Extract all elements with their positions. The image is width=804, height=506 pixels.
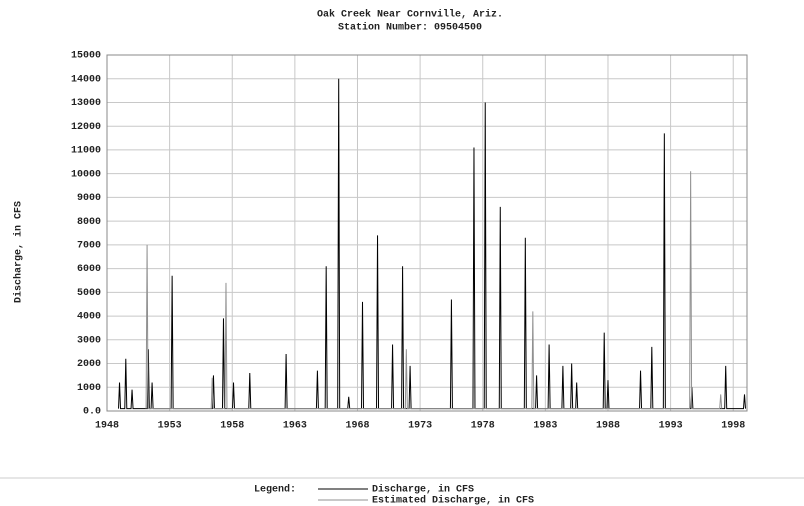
y-tick-label: 7000 (77, 241, 101, 252)
chart-title: Oak Creek Near Cornville, Ariz. (317, 9, 503, 21)
y-tick-label: 10000 (71, 169, 101, 180)
y-tick-label: 8000 (77, 217, 101, 228)
x-tick-label: 1963 (283, 421, 307, 432)
y-tick-label: 1000 (77, 383, 101, 394)
y-axis-label: Discharge, in CFS (13, 201, 25, 303)
x-tick-label: 1993 (659, 421, 683, 432)
x-tick-label: 1978 (471, 421, 495, 432)
data-line (118, 78, 746, 410)
y-tick-label: 11000 (71, 146, 101, 157)
data-line (145, 171, 723, 410)
x-tick-label: 1988 (596, 421, 620, 432)
x-tick-label: 1958 (220, 421, 244, 432)
y-tick-label: 3000 (77, 335, 101, 346)
y-tick-label: 15000 (71, 51, 101, 62)
y-tick-label: 5000 (77, 288, 101, 299)
y-tick-label: 14000 (71, 74, 101, 85)
y-tick-label: 13000 (71, 98, 101, 109)
x-tick-label: 1998 (721, 421, 745, 432)
chart-subtitle: Station Number: 09504500 (338, 22, 482, 34)
plot-frame (106, 54, 748, 412)
legend-label: Estimated Discharge, in CFS (372, 495, 534, 506)
legend-title: Legend: (254, 484, 296, 496)
y-tick-label: 0.0 (83, 407, 101, 418)
legend-label: Discharge, in CFS (372, 484, 474, 496)
x-tick-label: 1968 (345, 421, 369, 432)
x-tick-label: 1953 (158, 421, 182, 432)
y-tick-label: 6000 (77, 264, 101, 275)
y-tick-label: 9000 (77, 193, 101, 204)
y-tick-label: 2000 (77, 359, 101, 370)
x-tick-label: 1983 (533, 421, 557, 432)
y-tick-label: 4000 (77, 312, 101, 323)
x-tick-label: 1973 (408, 421, 432, 432)
x-tick-label: 1948 (95, 421, 119, 432)
y-tick-label: 12000 (71, 122, 101, 133)
